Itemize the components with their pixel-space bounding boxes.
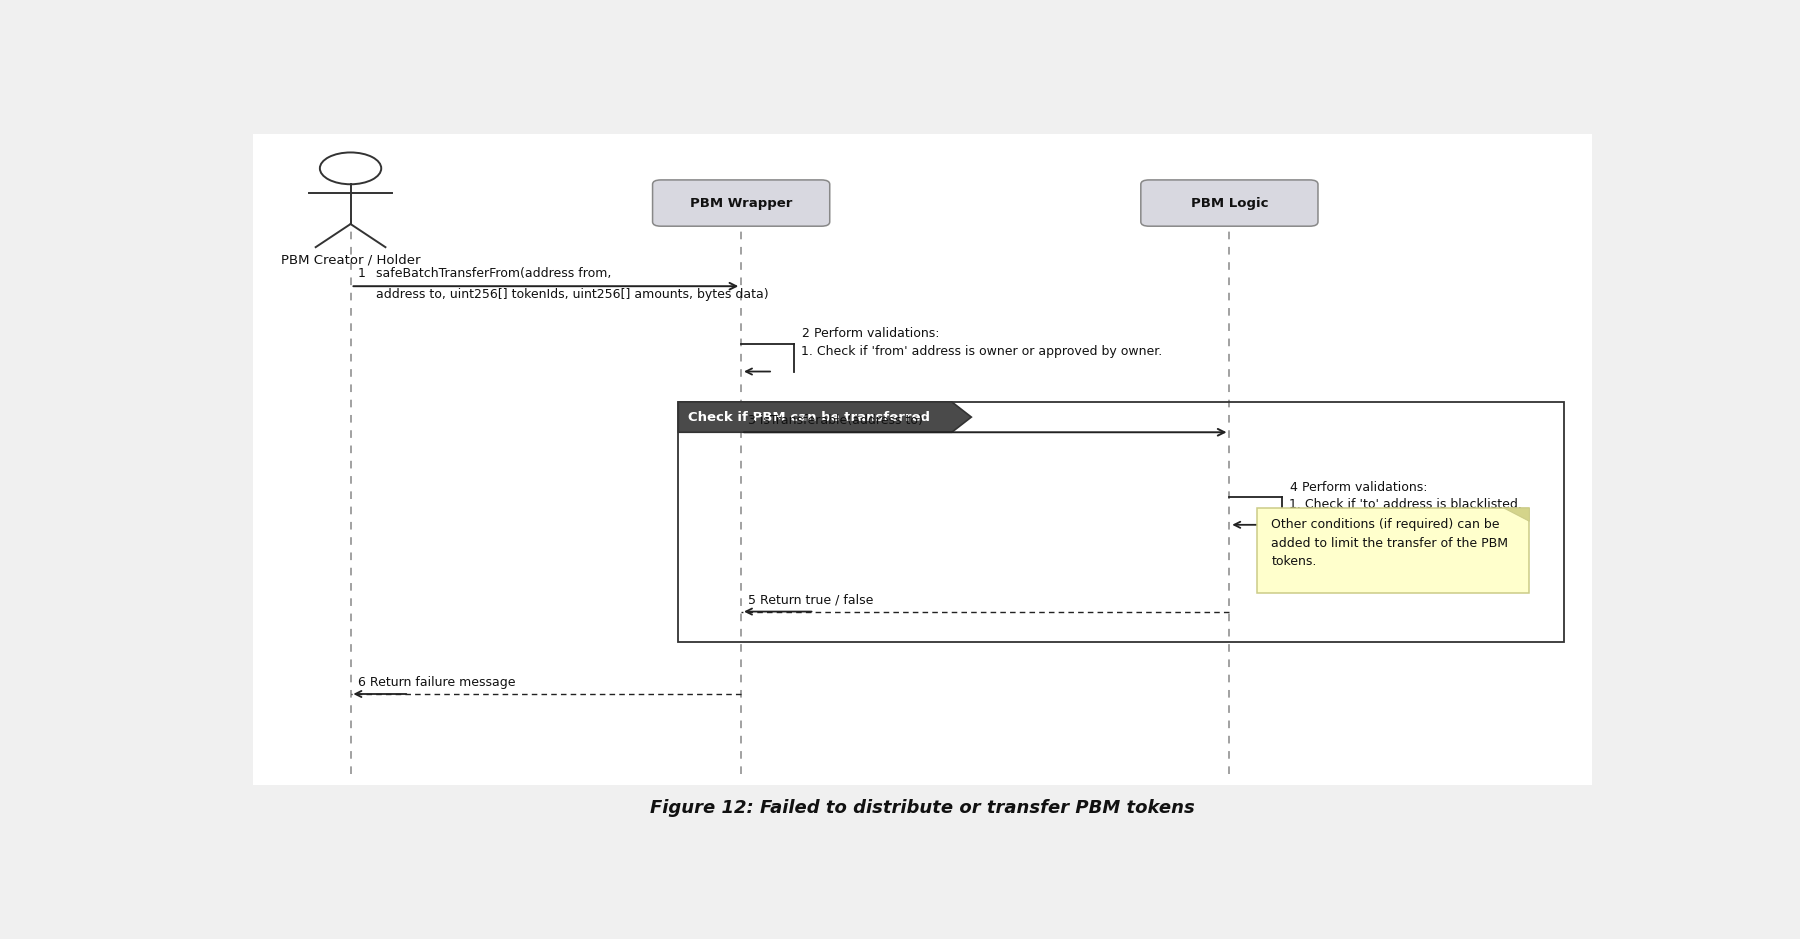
Text: 1: 1 [358, 268, 365, 281]
Bar [679, 402, 1564, 642]
Text: 2: 2 [801, 328, 808, 341]
Text: address to, uint256[] tokenIds, uint256[] amounts, bytes data): address to, uint256[] tokenIds, uint256[… [376, 287, 769, 300]
Text: 1. Check if 'from' address is owner or approved by owner.: 1. Check if 'from' address is owner or a… [801, 345, 1163, 358]
Text: PBM Wrapper: PBM Wrapper [689, 196, 792, 209]
Text: 5 Return true / false: 5 Return true / false [749, 593, 873, 607]
FancyBboxPatch shape [1141, 180, 1318, 226]
Polygon shape [1505, 508, 1530, 521]
Text: 1. Check if 'to' address is blacklisted.: 1. Check if 'to' address is blacklisted. [1289, 498, 1523, 511]
Text: Check if PBM can be transferred: Check if PBM can be transferred [688, 410, 931, 423]
Text: PBM Creator / Holder: PBM Creator / Holder [281, 254, 421, 267]
Text: 4: 4 [1289, 481, 1298, 494]
Bar [1256, 508, 1530, 593]
Text: Figure 12: Failed to distribute or transfer PBM tokens: Figure 12: Failed to distribute or trans… [650, 799, 1195, 817]
Text: Perform validations:: Perform validations: [1301, 481, 1427, 494]
Text: 6 Return failure message: 6 Return failure message [358, 676, 515, 689]
Text: Perform validations:: Perform validations: [814, 328, 940, 341]
Text: Other conditions (if required) can be
added to limit the transfer of the PBM
tok: Other conditions (if required) can be ad… [1271, 518, 1508, 568]
Text: safeBatchTransferFrom(address from,: safeBatchTransferFrom(address from, [376, 268, 610, 281]
Polygon shape [679, 402, 972, 432]
Text: 3 isTransferable(address to): 3 isTransferable(address to) [749, 414, 923, 427]
FancyBboxPatch shape [653, 180, 830, 226]
Text: PBM Logic: PBM Logic [1190, 196, 1269, 209]
